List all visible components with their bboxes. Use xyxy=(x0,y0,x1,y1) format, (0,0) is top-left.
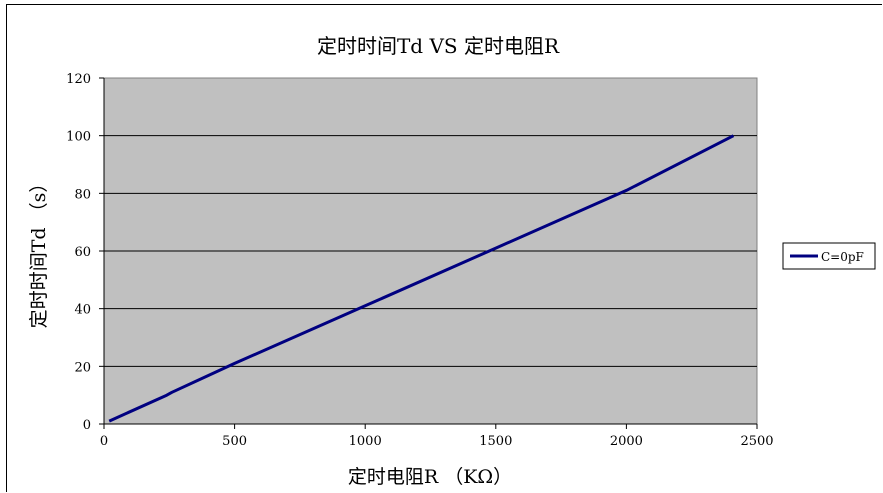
x-tick-label-2500: 2500 xyxy=(740,434,773,449)
x-tick-label-1000: 1000 xyxy=(349,434,382,449)
y-tick-label-60: 60 xyxy=(74,245,91,260)
legend-label-c0pf: C=0pF xyxy=(821,250,864,264)
series-group xyxy=(108,134,735,423)
series-line-c0pf xyxy=(108,134,735,423)
x-axis-title: 定时电阻R （KΩ） xyxy=(348,466,512,488)
x-tick-label-1500: 1500 xyxy=(479,434,512,449)
y-tick-labels: 0 20 40 60 80 100 120 xyxy=(66,72,104,433)
y-tick-label-120: 120 xyxy=(66,72,91,87)
x-tick-label-0: 0 xyxy=(100,434,108,449)
x-tick-labels: 0 500 1000 1500 2000 2500 xyxy=(100,424,774,449)
x-tick-label-500: 500 xyxy=(222,434,247,449)
y-tick-label-0: 0 xyxy=(83,418,91,433)
chart-title: 定时时间Td VS 定时电阻R xyxy=(317,34,560,58)
x-tick-label-2000: 2000 xyxy=(610,434,643,449)
legend: C=0pF xyxy=(782,242,876,270)
y-tick-label-20: 20 xyxy=(74,360,91,375)
y-tick-label-100: 100 xyxy=(66,130,91,145)
y-tick-label-80: 80 xyxy=(74,187,91,202)
y-tick-label-40: 40 xyxy=(74,303,91,318)
chart-frame xyxy=(6,4,882,492)
gridlines xyxy=(104,135,757,367)
y-axis-title: 定时时间Td （s） xyxy=(28,174,50,329)
